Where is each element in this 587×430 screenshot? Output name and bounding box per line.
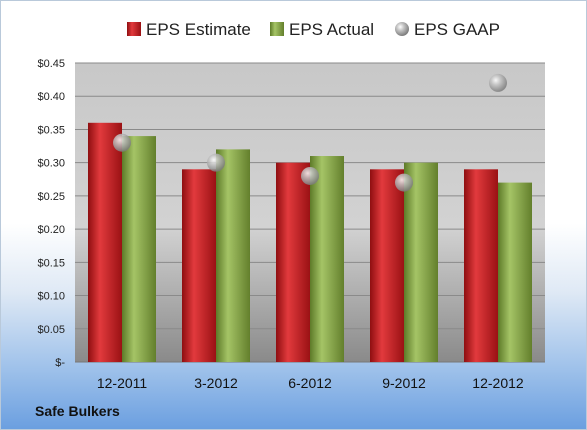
y-tick-label: $0.25 [37,191,65,203]
x-category-label: 9-2012 [382,375,426,391]
eps-gaap-marker [395,173,413,192]
x-category-label: 6-2012 [288,375,332,391]
legend-gaap-marker [395,22,409,36]
eps-actual-bar [122,136,156,362]
eps-actual-bar [310,156,344,362]
y-tick-label: $0.40 [37,91,65,103]
eps-estimate-bar [370,169,404,362]
eps-gaap-marker [489,73,507,92]
legend-label: EPS Estimate [146,20,251,39]
y-tick-label: $- [55,357,65,369]
eps-gaap-marker [207,153,225,172]
legend-label: EPS GAAP [414,20,500,39]
y-tick-label: $0.35 [37,124,65,136]
y-tick-label: $0.20 [37,224,65,236]
eps-gaap-marker [113,133,131,152]
eps-estimate-bar [464,169,498,362]
eps-actual-bar [498,182,532,362]
eps-estimate-bar [88,122,122,362]
company-name: Safe Bulkers [35,403,120,419]
x-category-label: 12-2012 [472,375,524,391]
eps-estimate-bar [182,169,216,362]
y-tick-label: $0.05 [37,324,65,336]
legend-swatch [127,22,141,36]
x-category-label: 12-2011 [97,375,148,391]
y-axis-ticks: $- $0.05 $0.10 $0.15 $0.20 $0.25 $0.30 $0.35 $0.… [37,58,65,369]
gaap-markers [113,73,507,192]
eps-actual-bar [404,162,438,362]
eps-estimate-bar [276,162,310,362]
y-tick-label: $0.10 [37,291,65,303]
bars [88,122,532,362]
y-tick-label: $0.30 [37,158,65,170]
eps-actual-bar [216,149,250,362]
y-tick-label: $0.45 [37,58,65,70]
x-axis-categories: 12-2011 3-2012 6-2012 9-2012 12-2012 [97,375,524,391]
legend: EPS Estimate EPS Actual EPS GAAP [127,20,500,39]
eps-gaap-marker [301,166,319,185]
legend-label: EPS Actual [289,20,374,39]
y-tick-label: $0.15 [37,257,65,269]
legend-swatch [270,22,284,36]
x-category-label: 3-2012 [194,375,238,391]
